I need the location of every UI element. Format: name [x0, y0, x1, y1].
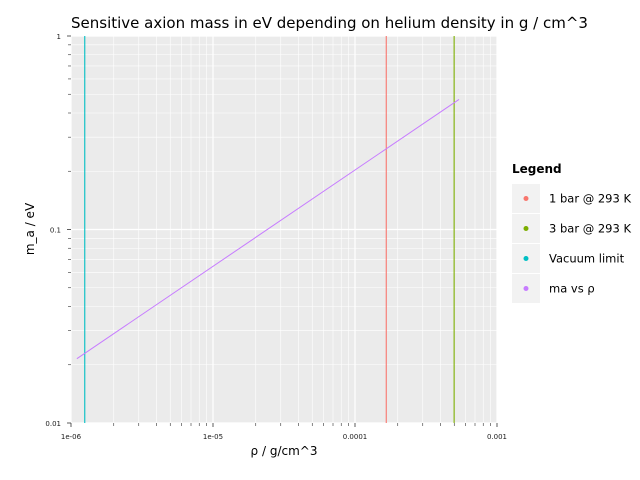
- legend-dot: [523, 196, 529, 201]
- legend-items: 1 bar @ 293 K 3 bar @ 293 K Vacuum limit ma…: [512, 184, 631, 303]
- y-tick-label: 0.01: [45, 420, 61, 428]
- legend-title: Legend: [512, 162, 562, 176]
- axes: 1e-06 1e-05 0.0001 0.001 0.01 0.1 1: [45, 33, 507, 441]
- grid-major: [70, 35, 498, 424]
- legend-label: ma vs ρ: [549, 282, 595, 296]
- legend-dot: [523, 256, 529, 261]
- legend-dot: [523, 286, 529, 291]
- chart-marks: [76, 36, 460, 423]
- y-axis-label: m_a / eV: [23, 202, 37, 255]
- x-tick-label: 1e-05: [203, 433, 223, 441]
- legend: Legend 1 bar @ 293 K 3 bar @ 293 K Vacuum …: [512, 162, 631, 303]
- legend-dot: [523, 226, 529, 231]
- x-axis-label: ρ / g/cm^3: [251, 444, 318, 458]
- chart-title: Sensitive axion mass in eV depending on …: [71, 14, 588, 32]
- legend-label: Vacuum limit: [549, 252, 625, 266]
- x-tick-label: 0.001: [487, 433, 507, 441]
- series-line: [76, 99, 460, 360]
- legend-label: 1 bar @ 293 K: [549, 192, 631, 206]
- y-tick-label: 1: [57, 33, 61, 41]
- y-tick-label: 0.1: [50, 227, 61, 235]
- x-tick-label: 1e-06: [61, 433, 82, 441]
- x-tick-label: 0.0001: [343, 433, 368, 441]
- legend-label: 3 bar @ 293 K: [549, 222, 631, 236]
